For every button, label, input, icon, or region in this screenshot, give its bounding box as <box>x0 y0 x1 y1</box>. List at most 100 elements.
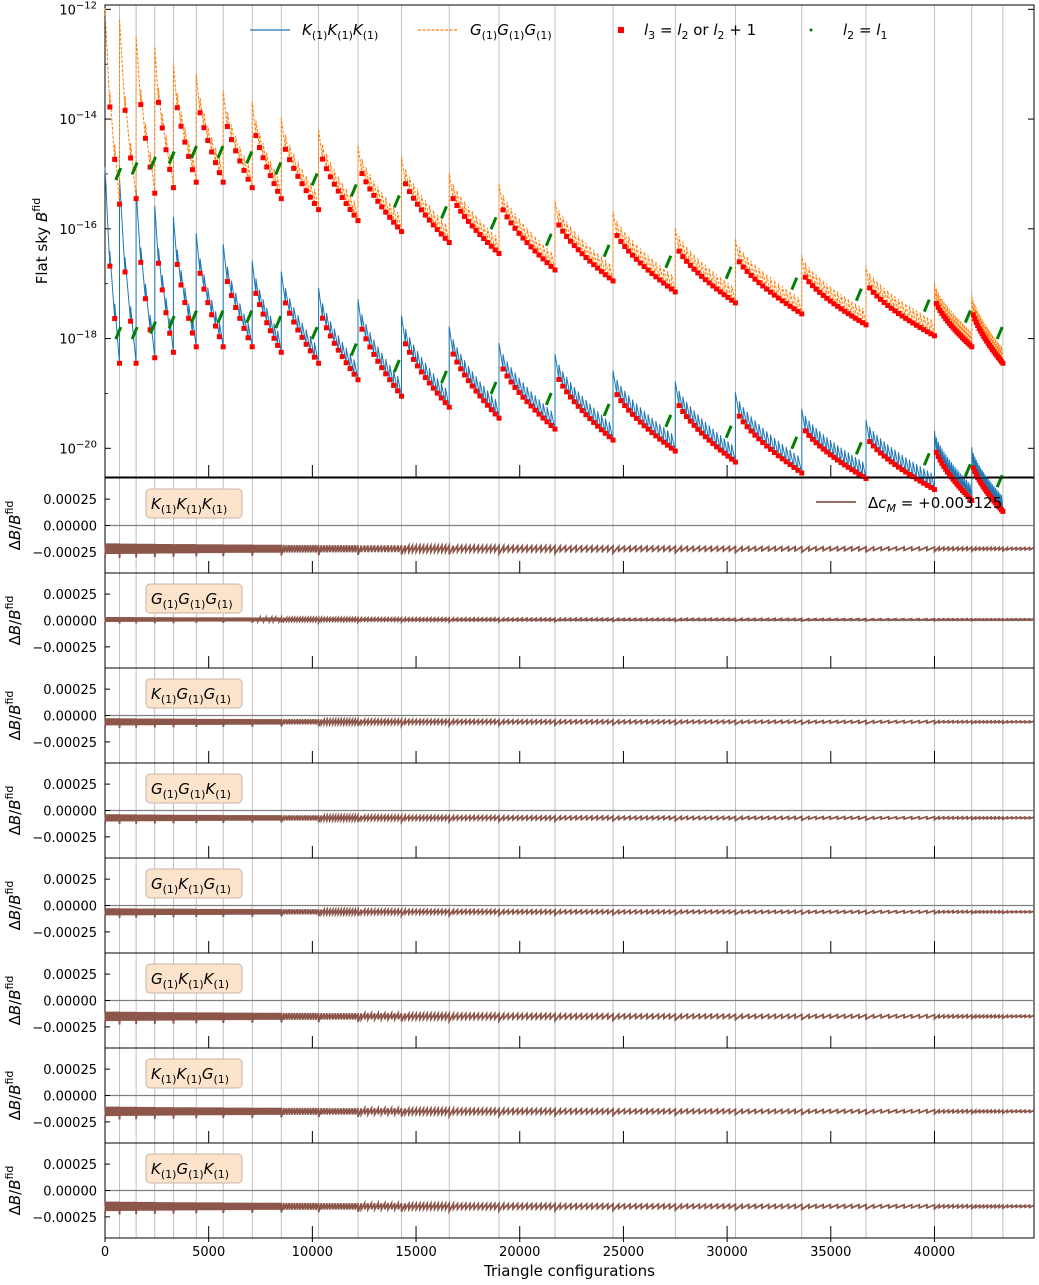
marker-l3-1-196 <box>874 293 880 299</box>
marker-l3-1-167 <box>768 289 774 295</box>
ylabel-slash: / <box>6 904 24 910</box>
marker-l3-1-72 <box>399 229 405 235</box>
marker-l2eql1-1-16 <box>724 266 733 280</box>
marker-l3-1-125 <box>606 275 612 281</box>
badge-sub: (1) <box>161 503 177 516</box>
marker-l3-0-166 <box>764 443 770 449</box>
ylabel-B: B <box>6 1100 24 1110</box>
marker-l3-0-124 <box>602 430 608 436</box>
xtick-label-4: 20000 <box>499 1245 540 1260</box>
marker-l3-0-137 <box>653 433 659 439</box>
ylabel-B2: B <box>6 1085 24 1095</box>
marker-l3-0-165 <box>760 440 766 446</box>
marker-l3-0-69 <box>387 377 393 383</box>
ylabel-delta: Δ <box>6 824 24 835</box>
marker-l3-1-117 <box>575 247 581 253</box>
marker-l3-0-135 <box>645 426 651 432</box>
marker-l3-1-39 <box>267 173 273 179</box>
badge-letter: K <box>151 1160 162 1178</box>
ylabel-sup: fid <box>3 1166 16 1180</box>
marker-l3-1-78 <box>422 212 428 218</box>
marker-l2eql1-1-3 <box>167 150 176 165</box>
marker-l3-1-93 <box>481 236 487 242</box>
marker-l2eql1-1-6 <box>245 150 254 165</box>
marker-l3-0-144 <box>680 409 686 415</box>
badge-sub: (1) <box>188 883 204 896</box>
ylabel-B: B <box>6 530 24 540</box>
main-plot-frame <box>104 4 1035 478</box>
marker-l2eql1-0-19 <box>922 452 931 466</box>
marker-l3-0-47 <box>299 334 305 340</box>
marker-l3-1-112 <box>556 222 562 228</box>
marker-l3-0-68 <box>383 371 389 377</box>
marker-l3-0-20 <box>193 344 199 350</box>
marker-l3-1-141 <box>668 286 674 292</box>
residual-ytick-label: −0.00025 <box>32 1211 97 1226</box>
marker-l3-1-186 <box>838 306 844 312</box>
marker-l3-1-12 <box>163 147 169 153</box>
marker-l3-1-171 <box>783 301 789 307</box>
marker-l3-0-95 <box>488 407 494 413</box>
marker-l3-0-108 <box>540 415 546 421</box>
marker-l3-1-83 <box>442 235 448 241</box>
marker-l3-1-23 <box>205 137 211 143</box>
marker-l3-1-6 <box>138 102 144 108</box>
residual-curve <box>104 542 1035 559</box>
marker-l3-0-91 <box>473 388 479 394</box>
marker-l3-1-38 <box>264 164 270 170</box>
marker-l3-1-61 <box>355 218 361 224</box>
badge-letter: G <box>204 875 216 893</box>
marker-l3-1-86 <box>454 202 460 208</box>
l2-sub: 2 <box>847 29 854 42</box>
marker-l3-1-159 <box>736 259 742 265</box>
marker-l3-1-126 <box>610 278 616 284</box>
panel-badge-label: K(1)K(1)G(1) <box>151 1065 229 1086</box>
marker-l3-0-101 <box>512 384 518 390</box>
marker-l3-1-10 <box>156 99 162 105</box>
marker-l3-1-118 <box>579 251 585 257</box>
marker-l3-1-58 <box>343 201 349 207</box>
marker-l3-0-88 <box>462 372 468 378</box>
marker-l3-0-65 <box>371 351 377 357</box>
main-ytick-label-1: 10−14 <box>59 110 97 128</box>
marker-l3-0-61 <box>355 377 361 383</box>
marker-l2eql1-0-3 <box>167 315 176 329</box>
marker-l3-0-197 <box>877 450 883 456</box>
legend-label-kkk-sub-1: (1) <box>337 29 353 42</box>
marker-l2eql1-1-8 <box>310 172 319 187</box>
main-ytick-label-base: 10 <box>59 333 76 348</box>
marker-l3-0-117 <box>575 403 581 409</box>
marker-l3-0-209 <box>921 480 927 486</box>
main-ytick-label-4: 10−20 <box>59 439 97 457</box>
ylabel-delta: Δ <box>6 1204 24 1215</box>
marker-l2eql1-1-15 <box>664 255 673 269</box>
marker-l3-1-70 <box>391 219 397 225</box>
badge-letter: G <box>204 685 216 703</box>
marker-l3-0-133 <box>637 419 643 425</box>
marker-l2eql1-0-17 <box>790 436 799 450</box>
legend-label-kkk-sub-0: (1) <box>312 29 328 42</box>
marker-l3-0-83 <box>442 400 448 406</box>
marker-l3-1-203 <box>899 313 905 319</box>
marker-l3-1-136 <box>649 270 655 276</box>
marker-l3-0-170 <box>779 456 785 462</box>
marker-l3-0-205 <box>906 471 912 477</box>
marker-l3-0-34 <box>249 344 255 350</box>
marker-l3-0-76 <box>414 363 420 369</box>
marker-l3-1-109 <box>544 260 550 266</box>
marker-l3-1-47 <box>299 181 305 187</box>
marker-l3-1-193 <box>863 322 869 328</box>
residual-ytick-label: −0.00025 <box>32 736 97 751</box>
l3-l: l <box>644 21 649 39</box>
ylabel-delta: Δ <box>6 729 24 740</box>
marker-l3-1-213 <box>933 300 939 306</box>
marker-l3-0-46 <box>295 327 301 333</box>
marker-l3-1-54 <box>327 174 333 180</box>
marker-l3-0-62 <box>359 326 365 332</box>
legend-marker-l2 <box>809 28 813 32</box>
marker-l3-0-14 <box>170 349 176 355</box>
marker-l3-0-97 <box>496 415 502 421</box>
panel-badge-label: K(1)K(1)K(1) <box>151 495 227 516</box>
marker-l3-1-182 <box>824 295 830 301</box>
main-ytick-label-base: 10 <box>59 3 76 18</box>
